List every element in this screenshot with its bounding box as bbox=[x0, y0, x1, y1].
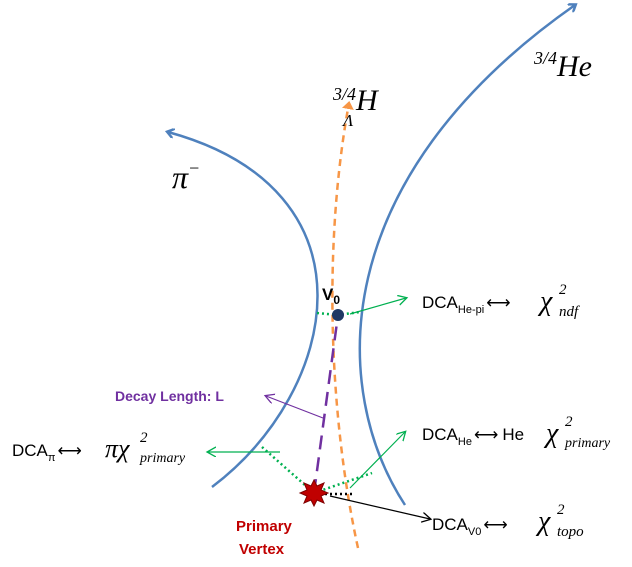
he-track-label: 3/4He bbox=[533, 48, 592, 83]
primary-vertex-label-line2: Vertex bbox=[239, 541, 285, 558]
svg-text:primary: primary bbox=[139, 451, 186, 466]
dca-he-formula: DCAHe ⟷ He χ 2 primary bbox=[422, 414, 611, 451]
dca-he-pi-formula: DCAHe-pi ⟷ χ 2 ndf bbox=[422, 282, 580, 320]
svg-text:2: 2 bbox=[140, 430, 148, 446]
svg-text:DCAV0⟷: DCAV0 ⟷ bbox=[432, 515, 508, 538]
dca-he-dotted bbox=[313, 471, 373, 495]
hypertriton-lambda-sub: Λ bbox=[341, 111, 354, 130]
svg-text:DCAHe-pi⟷: DCAHe-pi ⟷ bbox=[422, 293, 511, 316]
dca-he-pointer bbox=[349, 432, 405, 489]
svg-text:2: 2 bbox=[557, 502, 565, 518]
hypertriton-label: 3/4H bbox=[332, 84, 380, 117]
pion-track-curve bbox=[168, 132, 319, 488]
svg-text:primary: primary bbox=[564, 436, 611, 451]
svg-text:ndf: ndf bbox=[559, 304, 580, 320]
dca-v0-formula: DCAV0 ⟷ χ 2 topo bbox=[432, 502, 584, 540]
decay-length-line bbox=[312, 314, 340, 494]
decay-length-label: Decay Length: L bbox=[115, 388, 224, 404]
svg-text:DCAπ⟷: DCAπ ⟷ bbox=[12, 441, 82, 464]
v0-decay-point bbox=[332, 309, 344, 321]
primary-vertex-label-line1: Primary bbox=[236, 518, 293, 535]
svg-text:χ: χ bbox=[543, 418, 559, 449]
dca-pi-formula: DCAπ ⟷ πχ 2 primary bbox=[12, 430, 186, 466]
svg-text:2: 2 bbox=[565, 414, 573, 430]
pion-label: π− bbox=[172, 158, 200, 195]
dca-he-pi-pointer bbox=[349, 298, 406, 315]
svg-text:2: 2 bbox=[559, 282, 567, 298]
svg-text:topo: topo bbox=[557, 524, 584, 540]
primary-vertex-star-icon bbox=[298, 478, 330, 508]
svg-text:DCAHe⟷He: DCAHe ⟷ He bbox=[422, 425, 524, 448]
svg-text:χ: χ bbox=[535, 506, 551, 537]
dca-pi-dotted bbox=[261, 446, 315, 494]
svg-text:πχ: πχ bbox=[105, 434, 130, 463]
dca-v0-pointer bbox=[329, 495, 430, 519]
v0-label: V0 bbox=[322, 285, 340, 307]
he-track-curve bbox=[358, 5, 575, 506]
decay-length-pointer bbox=[266, 396, 324, 419]
hypertriton-track bbox=[331, 101, 360, 549]
svg-text:χ: χ bbox=[537, 286, 553, 317]
